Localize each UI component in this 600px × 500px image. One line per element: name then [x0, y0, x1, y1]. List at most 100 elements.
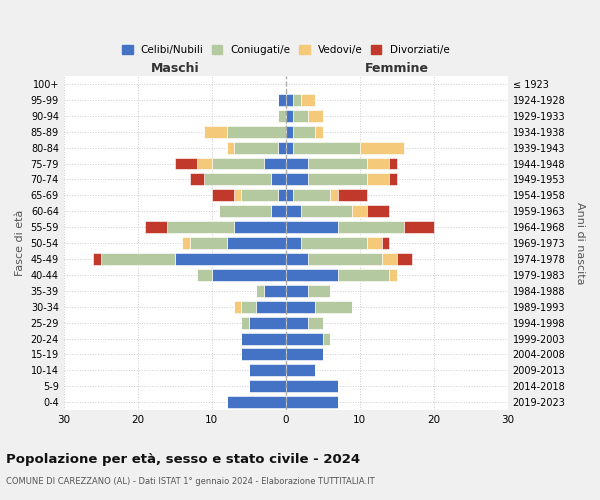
Bar: [256, 285, 263, 297]
Text: Maschi: Maschi: [151, 62, 199, 75]
Bar: [308, 174, 367, 186]
Bar: [227, 237, 286, 249]
Bar: [241, 348, 286, 360]
Bar: [286, 158, 308, 170]
Bar: [367, 206, 389, 217]
Bar: [301, 94, 316, 106]
Bar: [286, 237, 301, 249]
Bar: [234, 142, 278, 154]
Bar: [212, 190, 234, 202]
Bar: [389, 158, 397, 170]
Bar: [293, 142, 360, 154]
Bar: [227, 142, 234, 154]
Bar: [212, 158, 263, 170]
Bar: [286, 253, 308, 265]
Bar: [227, 126, 286, 138]
Bar: [241, 332, 286, 344]
Bar: [293, 110, 308, 122]
Bar: [271, 206, 286, 217]
Bar: [308, 158, 367, 170]
Bar: [286, 221, 338, 233]
Bar: [241, 300, 256, 312]
Bar: [293, 126, 316, 138]
Legend: Celibi/Nubili, Coniugati/e, Vedovi/e, Divorziati/e: Celibi/Nubili, Coniugati/e, Vedovi/e, Di…: [118, 41, 454, 60]
Bar: [293, 190, 330, 202]
Bar: [256, 300, 286, 312]
Bar: [308, 110, 323, 122]
Bar: [286, 348, 323, 360]
Bar: [308, 316, 323, 328]
Bar: [389, 174, 397, 186]
Text: Popolazione per età, sesso e stato civile - 2024: Popolazione per età, sesso e stato civil…: [6, 452, 360, 466]
Bar: [367, 237, 382, 249]
Y-axis label: Fasce di età: Fasce di età: [15, 210, 25, 276]
Bar: [308, 253, 382, 265]
Bar: [286, 94, 293, 106]
Bar: [278, 142, 286, 154]
Bar: [219, 206, 271, 217]
Bar: [316, 126, 323, 138]
Bar: [205, 174, 271, 186]
Bar: [330, 190, 338, 202]
Bar: [205, 126, 227, 138]
Bar: [175, 253, 286, 265]
Bar: [286, 316, 308, 328]
Bar: [190, 174, 205, 186]
Bar: [234, 300, 241, 312]
Bar: [197, 269, 212, 281]
Bar: [316, 300, 352, 312]
Bar: [190, 237, 227, 249]
Bar: [249, 364, 286, 376]
Bar: [94, 253, 101, 265]
Y-axis label: Anni di nascita: Anni di nascita: [575, 202, 585, 284]
Bar: [167, 221, 234, 233]
Bar: [382, 253, 397, 265]
Bar: [360, 142, 404, 154]
Bar: [293, 94, 301, 106]
Bar: [101, 253, 175, 265]
Bar: [278, 110, 286, 122]
Bar: [271, 174, 286, 186]
Bar: [227, 396, 286, 408]
Bar: [197, 158, 212, 170]
Bar: [286, 174, 308, 186]
Bar: [286, 380, 338, 392]
Bar: [234, 190, 241, 202]
Bar: [301, 237, 367, 249]
Bar: [367, 174, 389, 186]
Text: Femmine: Femmine: [365, 62, 429, 75]
Bar: [338, 269, 389, 281]
Bar: [263, 285, 286, 297]
Bar: [286, 110, 293, 122]
Bar: [286, 142, 293, 154]
Bar: [278, 190, 286, 202]
Bar: [249, 316, 286, 328]
Bar: [286, 364, 316, 376]
Bar: [286, 396, 338, 408]
Bar: [308, 285, 330, 297]
Bar: [234, 221, 286, 233]
Bar: [263, 158, 286, 170]
Bar: [249, 380, 286, 392]
Bar: [286, 332, 323, 344]
Bar: [286, 285, 308, 297]
Bar: [175, 158, 197, 170]
Bar: [367, 158, 389, 170]
Bar: [286, 190, 293, 202]
Bar: [278, 94, 286, 106]
Bar: [286, 269, 338, 281]
Bar: [404, 221, 434, 233]
Bar: [301, 206, 352, 217]
Bar: [286, 300, 316, 312]
Bar: [241, 316, 249, 328]
Bar: [338, 190, 367, 202]
Bar: [382, 237, 389, 249]
Bar: [241, 190, 278, 202]
Text: COMUNE DI CAREZZANO (AL) - Dati ISTAT 1° gennaio 2024 - Elaborazione TUTTITALIA.: COMUNE DI CAREZZANO (AL) - Dati ISTAT 1°…: [6, 478, 374, 486]
Bar: [338, 221, 404, 233]
Bar: [397, 253, 412, 265]
Bar: [145, 221, 167, 233]
Bar: [212, 269, 286, 281]
Bar: [286, 126, 293, 138]
Bar: [286, 206, 301, 217]
